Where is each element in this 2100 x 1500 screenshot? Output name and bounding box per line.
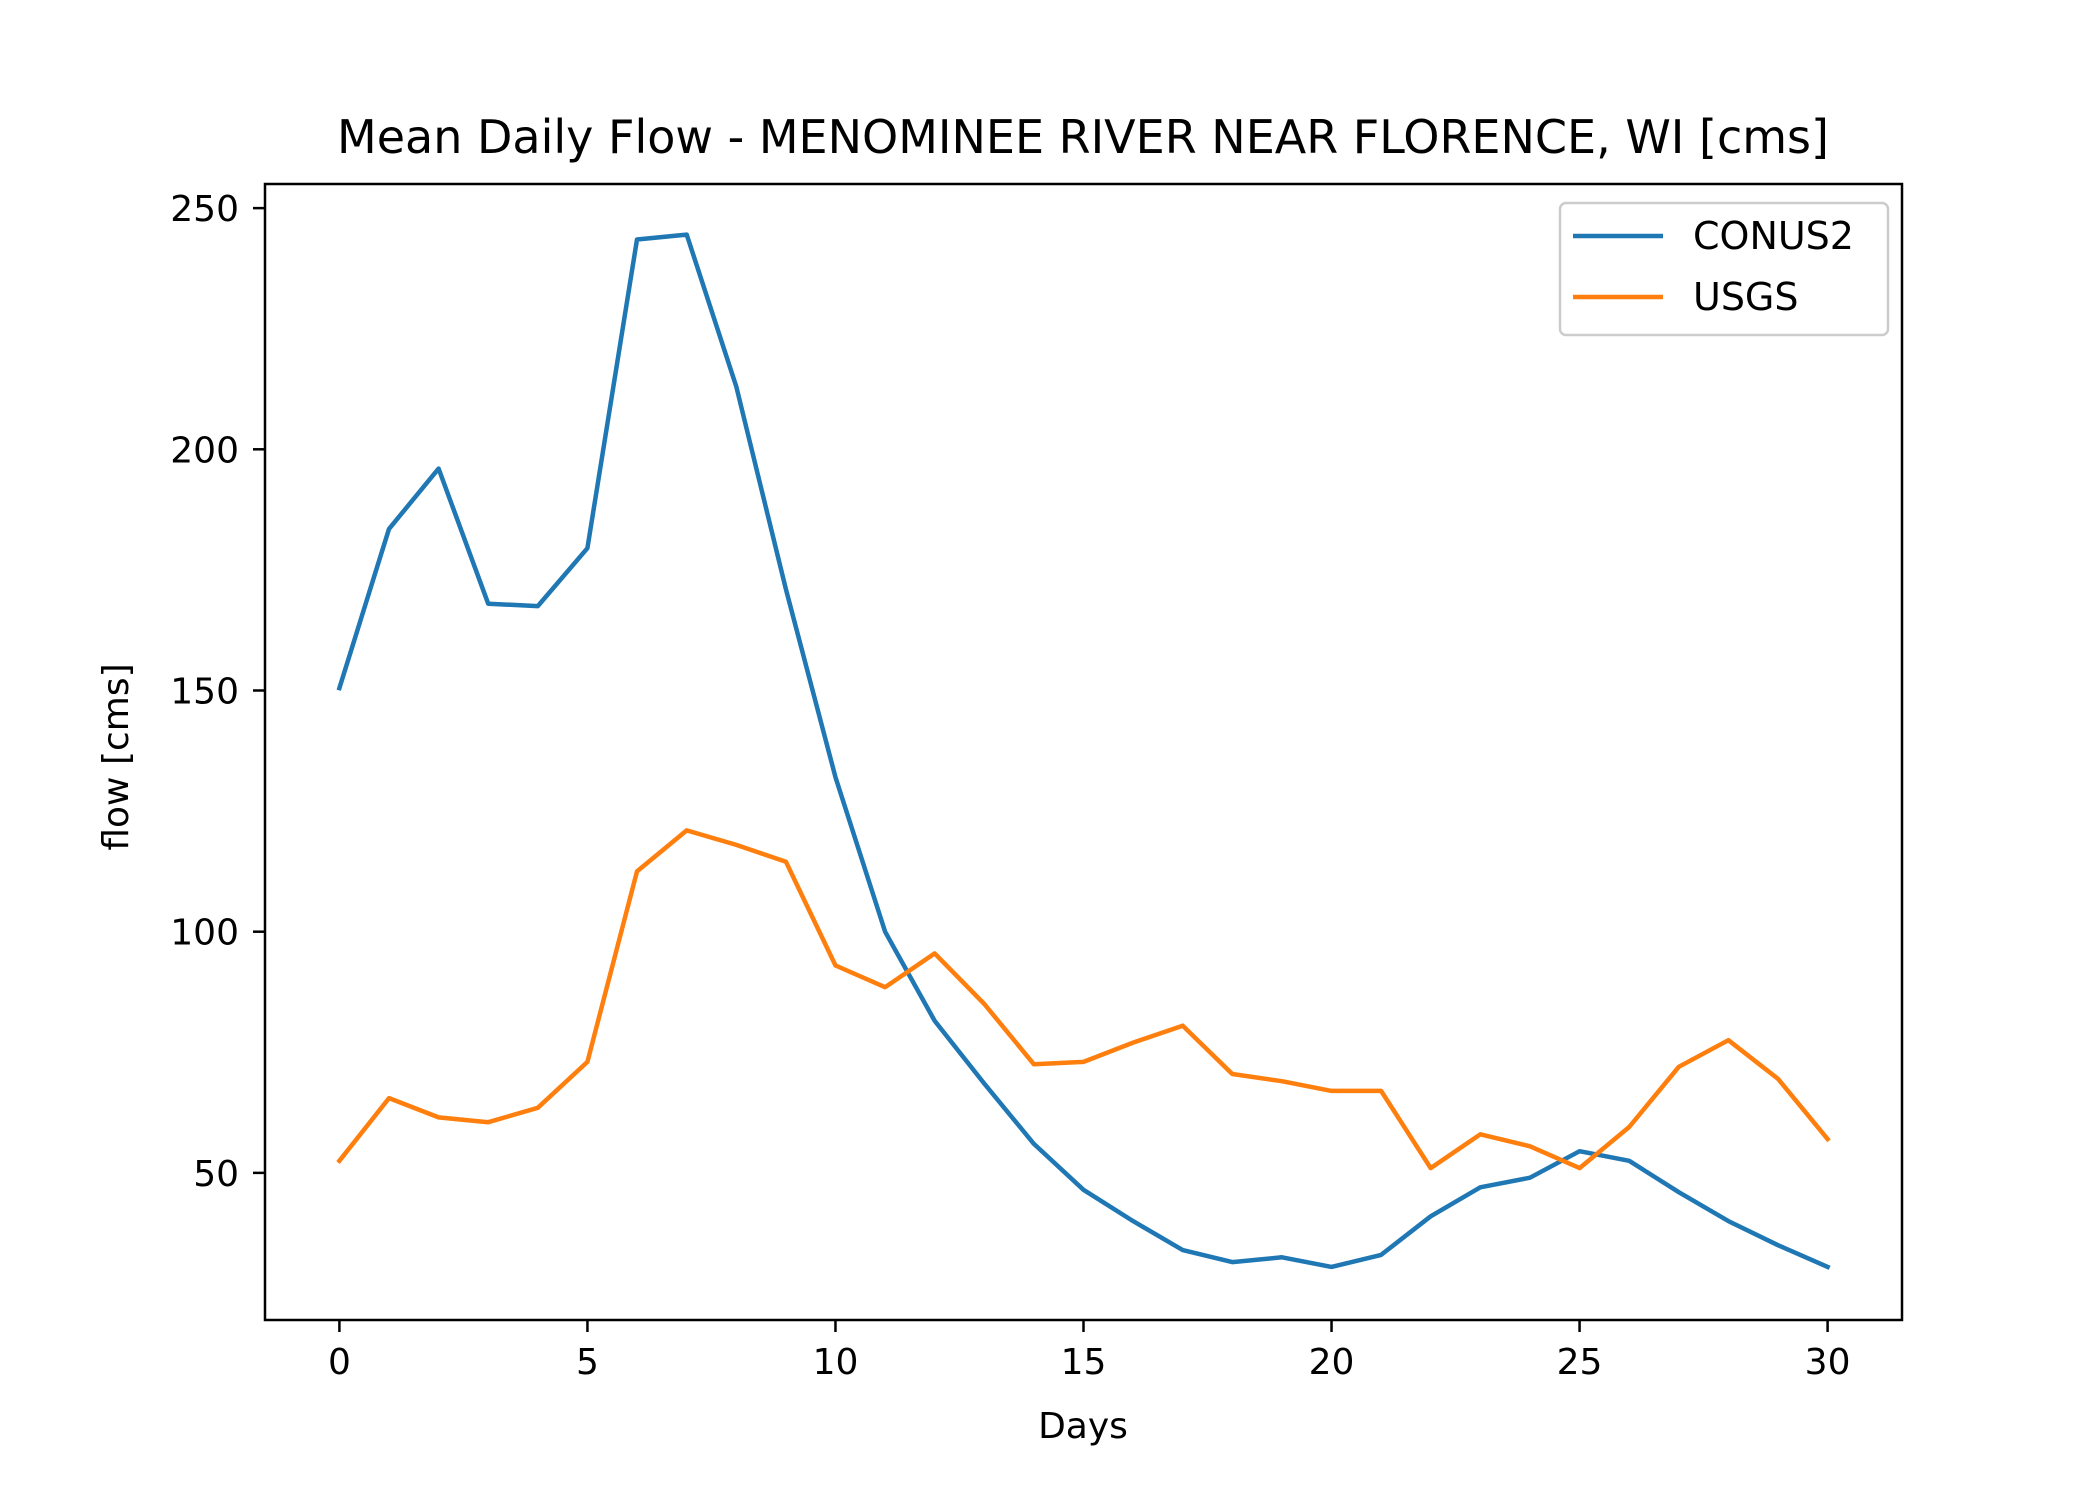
x-axis: 0 5 10 15 20 25 30 xyxy=(328,1320,1851,1383)
y-axis: 50 100 150 200 250 xyxy=(170,189,265,1195)
y-axis-label: flow [cms] xyxy=(96,663,137,850)
x-axis-label: Days xyxy=(1038,1406,1128,1447)
x-tick-label: 25 xyxy=(1557,1342,1603,1383)
series-line-conus2 xyxy=(336,232,1831,1270)
y-tick-label: 200 xyxy=(170,430,239,471)
x-tick-label: 0 xyxy=(328,1342,351,1383)
y-tick-label: 100 xyxy=(170,913,239,954)
x-tick-label: 30 xyxy=(1805,1342,1851,1383)
series-line-usgs xyxy=(336,828,1831,1171)
y-tick-label: 150 xyxy=(170,671,239,712)
x-tick-label: 5 xyxy=(576,1342,599,1383)
x-tick-label: 15 xyxy=(1061,1342,1107,1383)
plot-frame xyxy=(263,182,1904,1322)
legend-label-conus2: CONUS2 xyxy=(1693,214,1854,258)
x-tick-label: 10 xyxy=(813,1342,859,1383)
x-tick-label: 20 xyxy=(1309,1342,1355,1383)
legend: CONUS2 USGS xyxy=(1558,201,1890,337)
series-layer xyxy=(336,232,1831,1270)
chart-title: Mean Daily Flow - MENOMINEE RIVER NEAR F… xyxy=(337,110,1829,164)
y-tick-label: 250 xyxy=(170,189,239,230)
y-tick-label: 50 xyxy=(193,1154,239,1195)
legend-label-usgs: USGS xyxy=(1693,275,1799,319)
